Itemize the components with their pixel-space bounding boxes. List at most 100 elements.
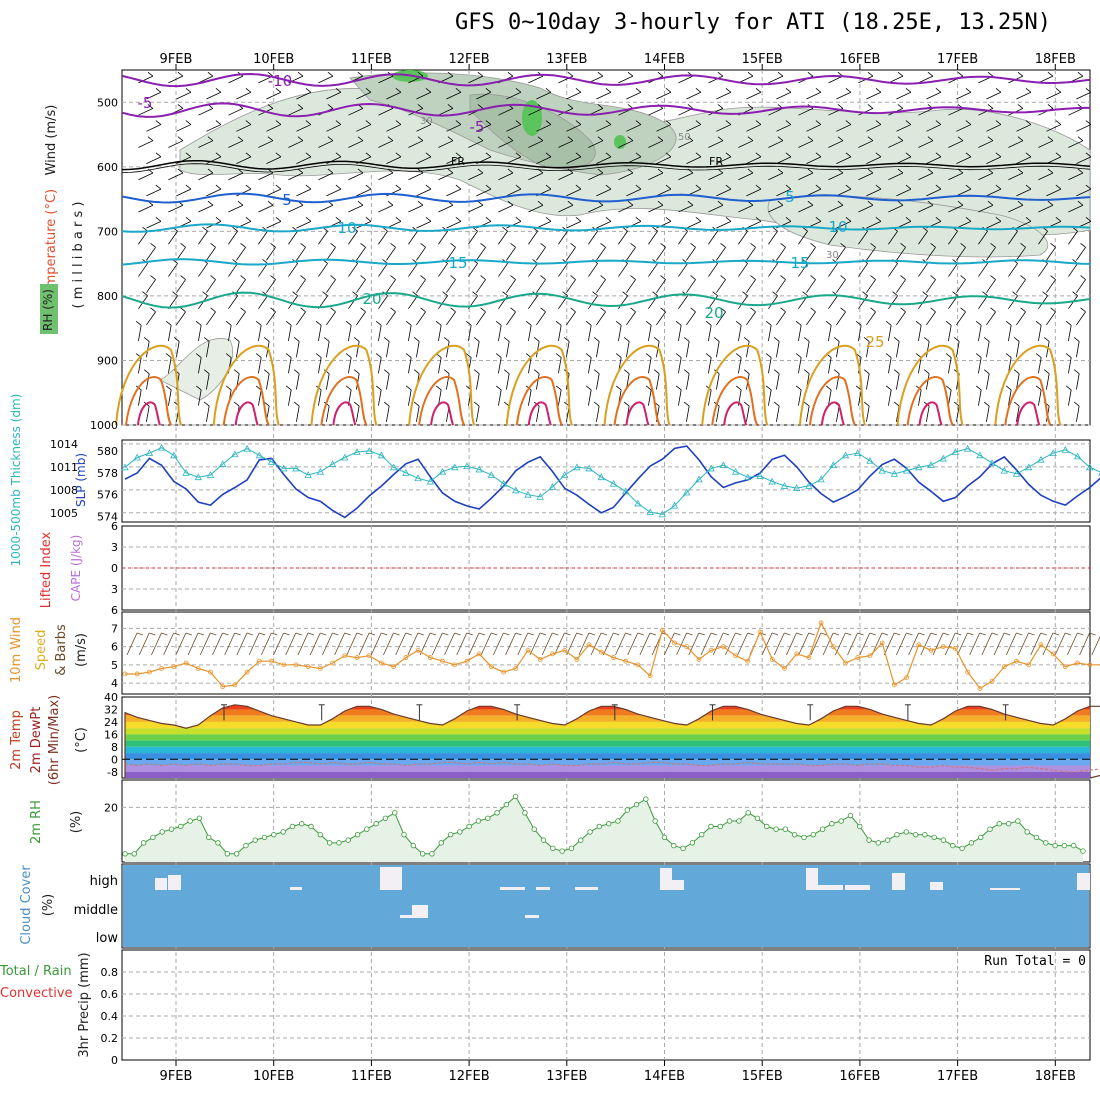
rh2m-point — [754, 815, 761, 821]
wind-barb — [146, 91, 162, 100]
wind-barb-flag — [352, 226, 358, 232]
wind-barb-flag — [623, 369, 630, 375]
wind-barb-flag — [777, 200, 784, 206]
wind-barb-flag — [315, 321, 322, 326]
wind-barb-flag — [635, 152, 642, 158]
wind-barb-flag — [773, 337, 780, 342]
wind10m-barb — [541, 632, 553, 656]
wind-barb — [146, 405, 150, 422]
wind-barb — [956, 405, 960, 422]
wind10m-barb-flag — [405, 632, 412, 636]
wind10m-speed-point — [647, 673, 653, 679]
wind-barb-flag — [592, 291, 598, 297]
rh2m-point — [950, 842, 956, 849]
wind-barb-flag — [155, 120, 162, 125]
rh2m-point — [922, 831, 928, 838]
wind-barb-flag — [195, 321, 202, 326]
wind-barb-flag — [747, 104, 754, 109]
wind10m-speed-point — [208, 669, 213, 675]
wind-barb-flag — [207, 168, 214, 174]
wind-barb — [866, 247, 876, 261]
isotherm-25 — [505, 344, 573, 426]
isotherm-30 — [906, 376, 954, 426]
thickness-point — [866, 456, 874, 464]
wind-barb-flag — [777, 136, 784, 142]
wind-barb — [138, 263, 148, 277]
wind-barb-flag — [875, 184, 882, 190]
wind-barb — [888, 230, 898, 245]
wind-barb — [828, 389, 832, 406]
wind-barb — [926, 124, 942, 132]
wind-barb-flag — [802, 226, 808, 232]
wind-barb — [1008, 204, 1024, 213]
rh2m-point — [782, 826, 789, 832]
isotherm-minus5 — [121, 102, 1090, 118]
thickness-point — [219, 460, 227, 467]
wind-barb-flag — [165, 321, 172, 326]
rh2m-point — [224, 851, 231, 857]
wind-barb-flag — [1080, 307, 1086, 313]
rh2m-point — [308, 823, 314, 830]
wind-barb — [588, 140, 604, 148]
wind10m-barb-flag — [136, 632, 144, 636]
rh2m-point — [196, 815, 203, 821]
wind-barb-flag — [900, 242, 906, 248]
rh2m-point — [875, 840, 882, 846]
wind10m-barb-flag — [625, 632, 632, 636]
wind-barb — [536, 341, 540, 358]
wind-barb-flag — [807, 71, 814, 77]
isotherm-30 — [418, 376, 466, 426]
wind-barb — [476, 188, 492, 197]
wind-barb — [986, 373, 990, 390]
wind10m-barb-flag — [527, 632, 534, 636]
isotherm-30 — [1004, 376, 1052, 426]
wind10m-barb — [212, 632, 223, 656]
wind-barb-flag — [747, 168, 754, 174]
wind-barb-flag — [155, 184, 162, 190]
wind-barb — [888, 140, 904, 148]
wind-barb-flag — [335, 184, 342, 190]
wind-barb-flag — [177, 104, 184, 109]
wind-barb — [746, 341, 750, 358]
wind-barb-flag — [360, 275, 366, 280]
wind10m-speed-point — [867, 653, 873, 659]
wind-barb — [708, 357, 712, 374]
isotherm-label: 5 — [282, 191, 292, 209]
wind-barb — [438, 230, 448, 245]
wind-barb — [1016, 311, 1026, 326]
wind-barb — [918, 230, 928, 245]
wind10m-barb — [334, 632, 345, 656]
cloud-cover-panel — [123, 865, 1090, 947]
wind10m-speed-point — [1075, 660, 1080, 666]
wind-barb-flag — [297, 168, 304, 174]
wind10m-barb — [859, 632, 871, 656]
wind-barb — [138, 389, 142, 406]
wind-barb-flag — [1073, 369, 1080, 375]
wind-barb-flag — [735, 353, 742, 358]
wind-barb — [708, 108, 724, 116]
wind10m-speed-point — [696, 656, 702, 662]
wind-barb — [378, 204, 394, 213]
wind10m-speed-point — [1087, 662, 1093, 668]
rh2m-point — [252, 837, 258, 843]
wind-barb-flag — [540, 242, 546, 248]
wind-barb-flag — [627, 168, 634, 174]
wind-barb-flag — [780, 275, 786, 280]
wind-barb — [806, 405, 810, 422]
wind10m-speed-point — [721, 644, 726, 650]
wind-barb-flag — [695, 217, 702, 222]
top-date-label: 16FEB — [839, 52, 880, 67]
wind-barb-flag — [1055, 184, 1062, 190]
wind-barb — [416, 188, 432, 197]
wind-barb — [836, 91, 852, 100]
wind-barb-flag — [982, 291, 988, 297]
wind-barb — [1046, 91, 1062, 100]
wind10m-barb — [1018, 632, 1029, 656]
wind-barb-flag — [567, 136, 574, 142]
wind10m-barb-flag — [173, 632, 180, 636]
wind-barb-flag — [725, 184, 732, 190]
top-date-label: 9FEB — [160, 52, 193, 67]
thickness-point — [304, 471, 312, 478]
wind-barb-flag — [172, 291, 178, 297]
wind-barb — [296, 188, 312, 197]
